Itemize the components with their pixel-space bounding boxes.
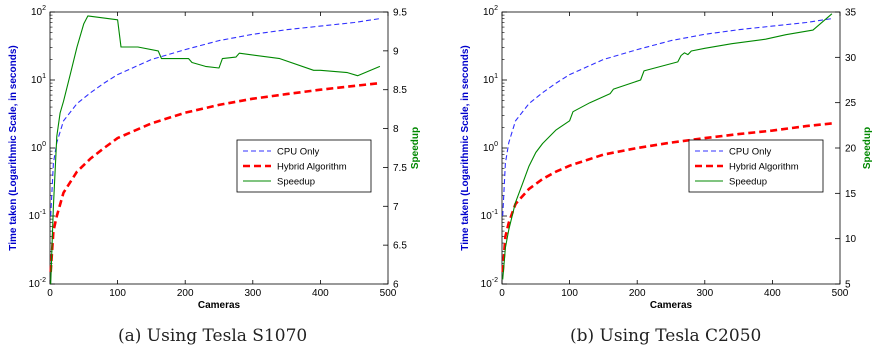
x-tick-label: 500 <box>832 288 849 299</box>
legend-label: Speedup <box>729 177 767 188</box>
series-line-cpu-only <box>502 18 832 217</box>
y2-tick-label: 7 <box>393 202 399 213</box>
y-tick-mantissa: 10 <box>31 7 43 18</box>
y-tick-mantissa: 10 <box>483 143 495 154</box>
y-tick-exponent: -2 <box>40 277 46 284</box>
y2-tick-label: 7.5 <box>393 163 407 174</box>
y-tick-label: 10-2 <box>29 277 46 290</box>
y2-tick-label: 9.5 <box>393 8 407 19</box>
y-tick-label: 102 <box>483 5 498 18</box>
y2-tick-label: 35 <box>845 8 857 19</box>
y2-tick-label: 15 <box>845 189 857 200</box>
y-tick-mantissa: 10 <box>31 143 43 154</box>
x-axis-label: Cameras <box>650 300 693 311</box>
y-tick-label: 102 <box>31 5 46 18</box>
y2-axis-label: Speedup <box>862 127 873 169</box>
y-tick-label: 101 <box>483 73 498 86</box>
series-line-cpu-only <box>50 18 380 217</box>
legend: CPU Only Hybrid Algorithm Speedup <box>236 139 372 193</box>
legend-label: Hybrid Algorithm <box>277 162 347 173</box>
y-tick-mantissa: 10 <box>483 75 495 86</box>
y-tick-label: 10-2 <box>481 277 498 290</box>
y2-tick-label: 30 <box>845 53 857 64</box>
legend: CPU Only Hybrid Algorithm Speedup <box>688 139 824 193</box>
series-line-hybrid-algorithm <box>501 122 833 273</box>
x-tick-label: 500 <box>380 288 397 299</box>
x-tick-label: 400 <box>312 288 329 299</box>
y2-tick-label: 5 <box>845 280 851 291</box>
x-tick-label: 400 <box>764 288 781 299</box>
x-tick-label: 0 <box>47 288 53 299</box>
y-tick-mantissa: 10 <box>483 7 495 18</box>
y2-tick-label: 8.5 <box>393 85 407 96</box>
y-tick-exponent: 2 <box>42 5 46 12</box>
x-tick-label: 300 <box>244 288 261 299</box>
y2-tick-label: 9 <box>393 46 399 57</box>
y2-tick-label: 10 <box>845 234 857 245</box>
x-tick-label: 200 <box>629 288 646 299</box>
y-tick-mantissa: 10 <box>29 211 41 222</box>
y2-tick-label: 25 <box>845 98 857 109</box>
y2-tick-label: 6 <box>393 280 399 291</box>
y-tick-label: 10-1 <box>29 209 46 222</box>
legend-label: Speedup <box>277 177 315 188</box>
x-axis-label: Cameras <box>198 300 241 311</box>
y-tick-label: 10-1 <box>481 209 498 222</box>
y-tick-exponent: 1 <box>42 73 46 80</box>
y-tick-exponent: 0 <box>494 141 498 148</box>
x-tick-label: 300 <box>696 288 713 299</box>
y2-tick-label: 20 <box>845 144 857 155</box>
series-line-speedup <box>50 15 381 285</box>
x-tick-label: 100 <box>561 288 578 299</box>
legend-label: CPU Only <box>729 147 771 158</box>
y-tick-label: 101 <box>31 73 46 86</box>
y-tick-exponent: -2 <box>492 277 498 284</box>
y-tick-mantissa: 10 <box>481 279 493 290</box>
x-tick-label: 0 <box>499 288 505 299</box>
y-tick-mantissa: 10 <box>29 279 41 290</box>
y-tick-exponent: -1 <box>492 209 498 216</box>
legend-label: CPU Only <box>277 147 319 158</box>
x-tick-label: 200 <box>177 288 194 299</box>
chart-panel-a: 0 100 200 300 400 500Cameras10-210-1100101102… <box>8 5 421 311</box>
y-axis-label: Time taken (Logarithmic Scale, in second… <box>460 45 471 250</box>
y-axis-label: Time taken (Logarithmic Scale, in second… <box>8 45 19 250</box>
y-tick-label: 100 <box>483 141 498 154</box>
chart-panel-b: 0 100 200 300 400 500Cameras10-210-1100101102… <box>460 5 873 311</box>
y-tick-exponent: 0 <box>42 141 46 148</box>
y-tick-exponent: 2 <box>494 5 498 12</box>
y-tick-exponent: 1 <box>494 73 498 80</box>
y2-tick-label: 6.5 <box>393 241 407 252</box>
y-tick-exponent: -1 <box>40 209 46 216</box>
y-tick-mantissa: 10 <box>481 211 493 222</box>
y-tick-mantissa: 10 <box>31 75 43 86</box>
series-line-speedup <box>502 13 833 280</box>
y2-tick-label: 8 <box>393 124 399 135</box>
legend-label: Hybrid Algorithm <box>729 162 799 173</box>
caption-b: (b) Using Tesla C2050 <box>570 326 762 346</box>
x-tick-label: 100 <box>109 288 126 299</box>
y-tick-label: 100 <box>31 141 46 154</box>
y2-axis-label: Speedup <box>410 127 421 169</box>
series-line-hybrid-algorithm <box>49 81 381 273</box>
caption-a: (a) Using Tesla S1070 <box>118 326 308 346</box>
